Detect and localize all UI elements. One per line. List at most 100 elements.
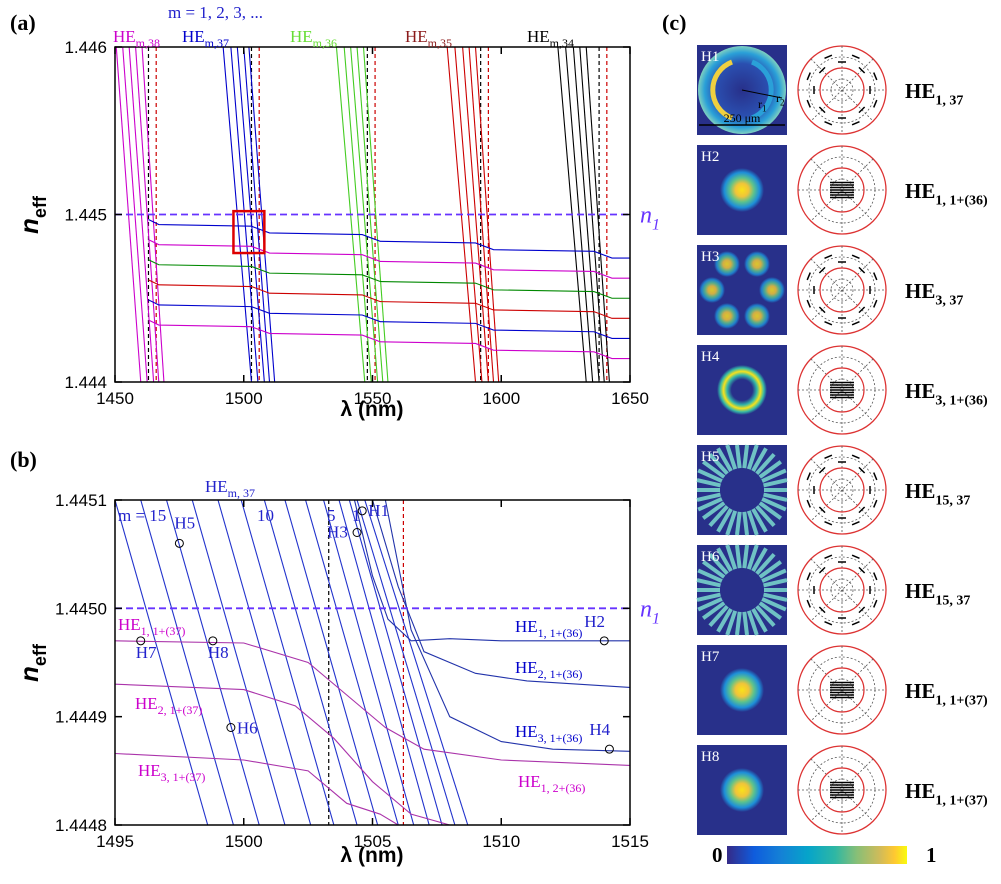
mode-tag: H4 xyxy=(701,349,720,365)
pol-arrow xyxy=(851,321,860,326)
panel-label: (c) xyxy=(662,10,686,35)
marker-label: H1 xyxy=(368,501,389,520)
curve-label: HE2, 1+(36) xyxy=(515,658,582,681)
curve xyxy=(323,500,415,825)
curve-label-sub: 1, 2+(36) xyxy=(541,781,586,795)
curve-label-main: HE xyxy=(518,772,541,791)
x-tick-label: 1500 xyxy=(225,389,263,408)
pol-arrow xyxy=(806,72,811,81)
radius-arrow xyxy=(741,89,783,99)
curve-label: HE2, 1+(37) xyxy=(135,694,202,717)
field xyxy=(710,59,734,121)
field xyxy=(763,478,788,488)
pol-arrow xyxy=(818,506,826,514)
pol-arrow xyxy=(851,254,860,259)
y-tick-label: 1.4451 xyxy=(55,491,107,510)
pol-arrow xyxy=(806,572,811,581)
field xyxy=(761,597,787,612)
curve xyxy=(348,500,443,825)
pol-grid xyxy=(830,478,854,502)
x-tick-label: 1500 xyxy=(225,832,263,851)
panel-label: (b) xyxy=(10,447,37,472)
field xyxy=(708,605,729,628)
radius-label-sub: 1 xyxy=(762,104,767,114)
field xyxy=(697,468,723,483)
field xyxy=(714,302,740,329)
marker xyxy=(136,636,146,646)
pol-arrow xyxy=(818,566,826,574)
pol-inner xyxy=(819,467,865,513)
field xyxy=(696,578,721,588)
marker xyxy=(208,636,218,646)
radius-label-main: r xyxy=(758,97,762,111)
family-label-sub: m,34 xyxy=(550,36,574,50)
family-label-main: HE xyxy=(290,27,313,46)
curve-label-main: HE xyxy=(515,658,538,677)
mode-tag: H6 xyxy=(701,549,720,565)
curve xyxy=(217,500,312,825)
pol-arrow xyxy=(851,621,860,626)
pol-arrow xyxy=(873,472,878,481)
field xyxy=(763,578,788,588)
mode-tag: H7 xyxy=(701,649,720,665)
curve xyxy=(115,500,209,825)
field xyxy=(751,447,768,472)
marker-label: H4 xyxy=(589,720,610,739)
y-tick-label: 1.445 xyxy=(64,206,107,225)
pol-arrow xyxy=(858,66,866,74)
curve xyxy=(585,47,610,382)
pol-arrow xyxy=(818,306,826,314)
x-tick-label: 1600 xyxy=(482,389,520,408)
field xyxy=(720,668,764,712)
curve-label-sub: 1, 1+(36) xyxy=(538,626,583,640)
radius-label: r2 xyxy=(776,91,785,108)
pol-arrow xyxy=(818,266,826,274)
field xyxy=(720,768,764,812)
mode-name-main: HE xyxy=(905,579,935,603)
pol-grid xyxy=(830,78,854,102)
annotation: m = 15 xyxy=(118,506,166,525)
field xyxy=(742,544,750,569)
mode-image: H4 xyxy=(697,345,787,435)
pol-arrow xyxy=(873,599,878,608)
field xyxy=(763,592,788,602)
field xyxy=(755,605,776,628)
marker-label: H5 xyxy=(174,513,195,532)
mode-name: HE15, 37 xyxy=(905,579,970,608)
colorbar-tick: 0 xyxy=(712,843,723,867)
mode-name: HE1, 1+(36) xyxy=(905,179,988,208)
y-axis-title-sub: eff xyxy=(30,195,50,218)
panel-label: (a) xyxy=(10,10,36,35)
field xyxy=(714,251,740,278)
y-axis-title-sub: eff xyxy=(30,643,50,666)
field xyxy=(734,511,742,536)
pol-grid xyxy=(810,58,874,122)
x-axis-title: λ (nm) xyxy=(341,844,404,867)
field xyxy=(746,444,759,470)
mode-name-main: HE xyxy=(905,279,935,303)
field xyxy=(708,452,729,475)
radius-label-main: r xyxy=(776,91,780,105)
mode-name-sub: 3, 1+(36) xyxy=(935,393,988,408)
curve xyxy=(135,47,160,382)
pol-arrow xyxy=(824,521,833,526)
radius-label: r1 xyxy=(758,97,767,114)
mode-tag: H3 xyxy=(701,249,719,265)
field xyxy=(708,505,729,528)
family-label-sub: m,38 xyxy=(136,36,160,50)
pol-arrow xyxy=(873,272,878,281)
pol-arrow xyxy=(873,299,878,308)
mode-name-sub: 1, 1+(37) xyxy=(935,793,988,808)
curve xyxy=(305,500,399,825)
pol-arrow xyxy=(858,266,866,274)
pol-inner xyxy=(819,67,865,113)
field xyxy=(699,277,725,303)
curve xyxy=(240,500,335,825)
field xyxy=(746,510,759,536)
family-label-main: HE xyxy=(527,27,550,46)
mode-name-main: HE xyxy=(905,679,935,703)
mode-image: H2 xyxy=(697,145,787,235)
curve xyxy=(353,500,630,642)
family-label: HEm,34 xyxy=(527,27,574,50)
